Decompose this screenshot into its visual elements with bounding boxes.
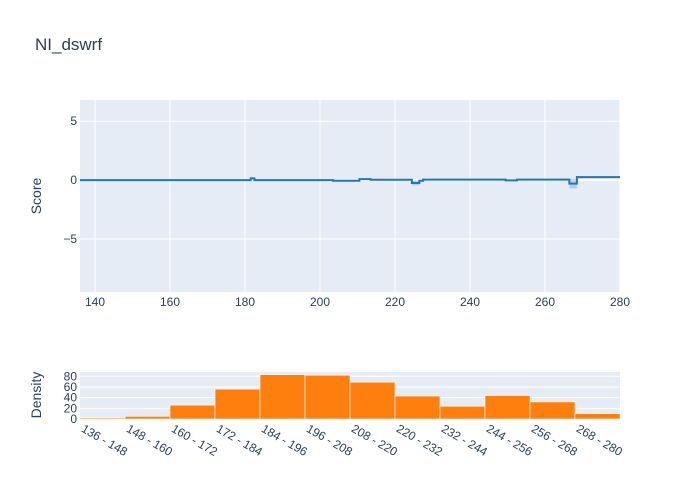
chart-title: NI_dswrf [35,35,102,54]
density-y-tick-label: 20 [64,401,78,415]
score-x-tick-label: 240 [460,295,480,309]
density-y-tick-label: 60 [64,380,78,394]
score-y-tick-label: 5 [70,114,77,128]
score-x-tick-label: 160 [160,295,180,309]
density-bar [439,405,486,420]
density-x-tick-label: 196 - 208 [304,421,355,459]
density-x-tick-label: 268 - 280 [574,421,625,459]
density-y-tick-label: 40 [64,391,78,405]
score-x-tick-label: 260 [535,295,555,309]
score-x-tick-label: 180 [235,295,255,309]
density-bars [79,374,621,420]
density-x-tick-label: 136 - 148 [79,421,130,459]
density-x-tick-label: 232 - 244 [439,421,490,459]
score-x-tick-label: 280 [610,295,630,309]
density-x-tick-label: 208 - 220 [349,421,400,459]
score-y-tick-labels: 5 0 −5 [63,114,77,246]
score-y-tick-label: 0 [70,173,77,187]
density-bar [214,388,261,420]
score-line-plot: 140 160 180 200 220 240 260 280 5 0 −5 Score [28,100,630,309]
density-x-tick-label: 172 - 184 [214,421,265,459]
density-bar [349,381,396,420]
score-x-tick-label: 140 [85,295,105,309]
density-x-tick-label: 244 - 256 [484,421,535,459]
score-line-series [80,176,620,185]
density-x-tick-label: 160 - 172 [169,421,220,459]
density-bar [169,404,216,420]
density-x-tick-label: 220 - 232 [394,421,445,459]
density-bar [124,416,171,420]
score-plot-background [80,100,620,292]
density-y-axis-label: Density [28,372,44,419]
density-bar [529,401,576,420]
score-x-tick-label: 200 [310,295,330,309]
score-y-tick-label: −5 [63,232,77,246]
density-bar [79,417,126,420]
density-x-tick-label: 184 - 196 [259,421,310,459]
density-y-tick-label: 80 [64,369,78,383]
density-bar [259,374,306,420]
score-y-axis-label: Score [28,178,44,215]
density-bar [574,413,621,420]
density-x-tick-label: 148 - 160 [124,421,175,459]
density-bar [304,374,351,420]
density-bar [394,395,441,420]
score-x-tick-label: 220 [385,295,405,309]
density-y-tick-label: 0 [70,412,77,426]
score-line [80,176,620,185]
density-x-tick-label: 256 - 268 [529,421,580,459]
score-x-tick-labels: 140 160 180 200 220 240 260 280 [85,295,630,309]
density-bar [484,395,531,420]
